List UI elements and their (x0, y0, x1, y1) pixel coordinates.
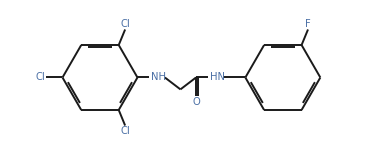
Text: Cl: Cl (35, 73, 45, 82)
Text: F: F (305, 19, 311, 29)
Text: HN: HN (210, 73, 225, 82)
Text: Cl: Cl (120, 126, 130, 136)
Text: NH: NH (151, 73, 166, 82)
Text: Cl: Cl (120, 19, 130, 29)
Text: O: O (192, 97, 200, 107)
